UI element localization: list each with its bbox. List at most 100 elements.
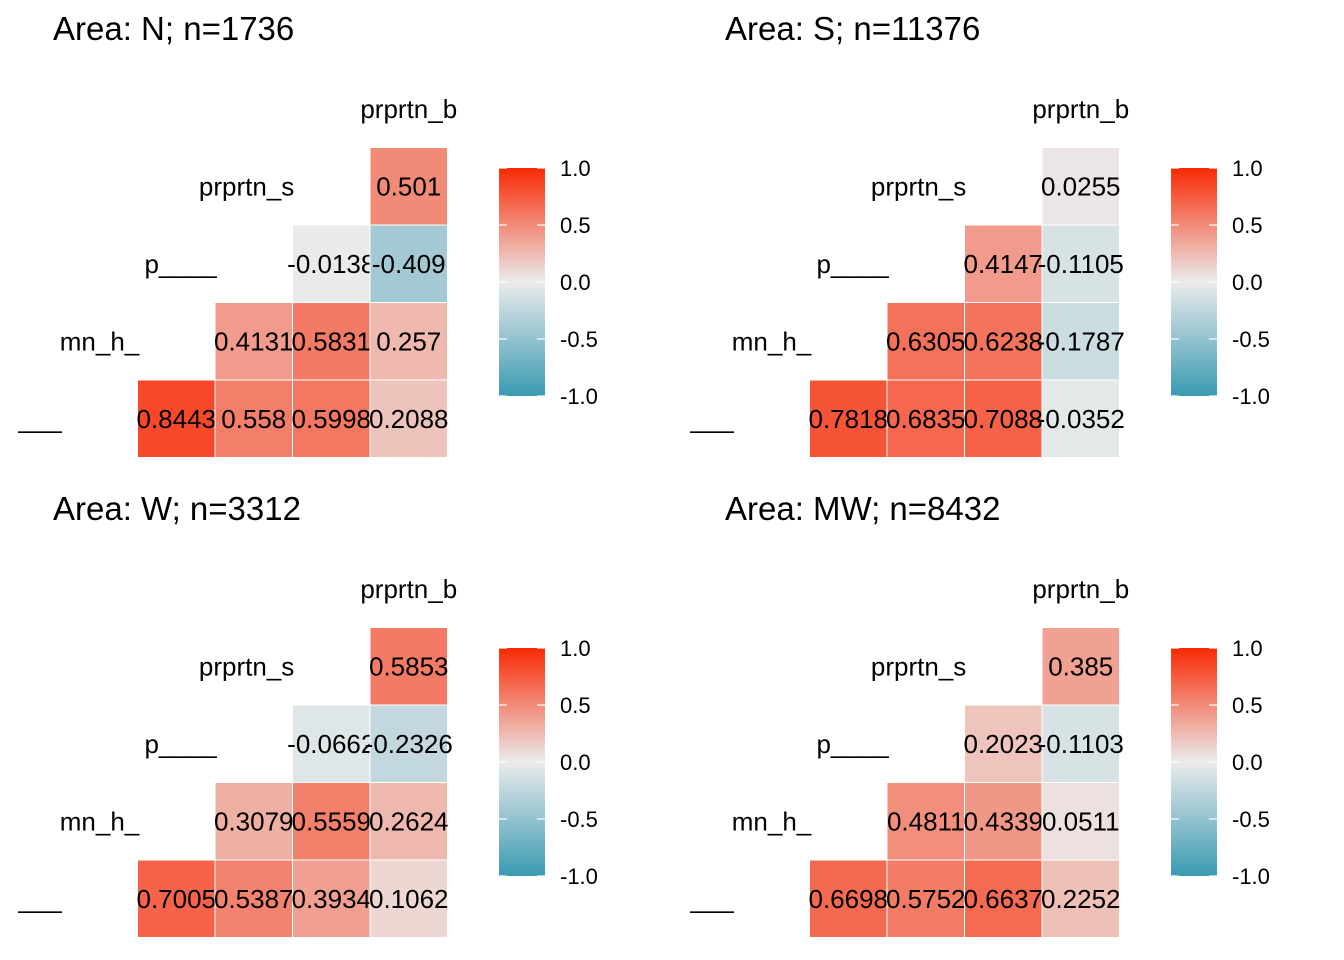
colorbar-tick-label: 0.0 [1232, 270, 1263, 295]
panel-title: Area: MW; n=8432 [725, 490, 1001, 527]
cell-value-label: 0.3079 [214, 806, 294, 836]
variable-label: prprtn_s [199, 651, 294, 681]
cell-value-label: 0.2023 [963, 729, 1043, 759]
cell-value-label: 0.8443 [136, 404, 216, 434]
cell-value-label: -0.1103 [1038, 729, 1124, 759]
heatmap-cell [369, 627, 448, 706]
cell-value-label: 0.6835 [886, 404, 966, 434]
cell-value-label: 0.4811 [887, 806, 965, 836]
cell-value-label: -0.0138 [287, 249, 375, 279]
variable-label: prprtn_b [1032, 574, 1129, 604]
cell-value-label: 0.0255 [1041, 171, 1121, 201]
cell-value-label: 0.6305 [886, 326, 966, 356]
variable-label: prprtn_s [871, 651, 966, 681]
cell-value-label: -0.0352 [1037, 404, 1125, 434]
colorbar-tick-label: 1.0 [560, 636, 591, 661]
colorbar-tick-label: 0.5 [1232, 693, 1263, 718]
heatmap-cell [964, 224, 1043, 303]
correlation-panel-west: Area: W; n=3312 0.7005 0.5387 0.3934 0.1062… [0, 480, 672, 960]
cell-value-label: 0.0511 [1042, 806, 1120, 836]
cell-value-label: 0.257 [376, 326, 441, 356]
heatmap-cell [1041, 704, 1120, 783]
cell-value-label: -0.1105 [1038, 249, 1124, 279]
cell-value-label: 0.5559 [291, 806, 371, 836]
heatmap-cell [369, 379, 448, 458]
colorbar-tick-label: 0.5 [1232, 213, 1263, 238]
cell-value-label: 0.6637 [963, 884, 1043, 914]
cell-value-label: 0.2252 [1041, 884, 1121, 914]
heatmap-cell [214, 859, 293, 938]
cell-value-label: -0.2326 [365, 729, 453, 759]
heatmap-cell [292, 379, 371, 458]
cell-value-label: 0.7088 [963, 404, 1043, 434]
cell-value-label: 0.4147 [963, 249, 1043, 279]
heatmap-cell [369, 224, 448, 303]
heatmap-cell [292, 302, 371, 381]
colorbar-tick-label: -1.0 [1232, 864, 1270, 889]
colorbar-tick-label: -0.5 [1232, 807, 1270, 832]
heatmap-cell [292, 704, 371, 783]
heatmap-cell [1041, 302, 1120, 381]
cell-value-label: 0.501 [376, 171, 441, 201]
colorbar-tick-label: 1.0 [1232, 156, 1263, 181]
heatmap-cell [964, 782, 1043, 861]
variable-label: mn_h_ [60, 326, 140, 356]
correlation-panel-north: Area: N; n=1736 0.8443 0.558 0.5998 0.2088 0… [0, 0, 672, 480]
colorbar-tick-label: 0.5 [560, 213, 591, 238]
heatmap-cell [369, 704, 448, 783]
cell-value-label: 0.4339 [963, 806, 1043, 836]
cell-value-label: -0.0662 [287, 729, 375, 759]
colorbar-tick-label: -1.0 [1232, 384, 1270, 409]
variable-label: ___ [689, 884, 734, 914]
cell-value-label: 0.5831 [291, 326, 371, 356]
variable-label: prprtn_b [360, 574, 457, 604]
variable-label: mn_h_ [732, 806, 812, 836]
variable-label: p____ [816, 249, 889, 279]
heatmap-cell [292, 224, 371, 303]
heatmap-cell [137, 379, 216, 458]
cell-value-label: 0.1062 [369, 884, 449, 914]
colorbar-tick-label: -0.5 [560, 807, 598, 832]
heatmap-cell [214, 302, 293, 381]
panel-title: Area: S; n=11376 [725, 10, 981, 47]
colorbar-tick-label: 0.0 [1232, 750, 1263, 775]
heatmap-cell [1041, 782, 1120, 861]
variable-label: p____ [816, 729, 889, 759]
colorbar-tick-label: -1.0 [560, 384, 598, 409]
heatmap-cell [369, 302, 448, 381]
variable-label: mn_h_ [60, 806, 140, 836]
heatmap-cell [1041, 859, 1120, 938]
colorbar-tick-label: 0.0 [560, 270, 591, 295]
cell-value-label: 0.558 [221, 404, 286, 434]
heatmap-cell [369, 147, 448, 226]
cell-value-label: 0.5387 [214, 884, 294, 914]
heatmap-cell [886, 782, 965, 861]
panel-title: Area: W; n=3312 [53, 490, 301, 527]
variable-label: prprtn_s [871, 171, 966, 201]
variable-label: prprtn_s [199, 171, 294, 201]
heatmap-cell [886, 859, 965, 938]
variable-label: prprtn_b [1032, 94, 1129, 124]
correlation-panel-south: Area: S; n=11376 0.7818 0.6835 0.7088 -0.03… [672, 0, 1344, 480]
cell-value-label: 0.3934 [291, 884, 371, 914]
heatmap-cell [369, 782, 448, 861]
colorbar-tick-label: 0.5 [560, 693, 591, 718]
colorbar-tick-label: -0.5 [560, 327, 598, 352]
cell-value-label: 0.2624 [369, 806, 449, 836]
heatmap-cell [1041, 224, 1120, 303]
cell-value-label: -0.409 [372, 249, 446, 279]
heatmap-svg: 0.78180.68350.7088-0.03520.63050.6238-0.… [689, 94, 1270, 458]
cell-value-label: 0.4131 [214, 326, 294, 356]
cell-value-label: 0.385 [1048, 651, 1113, 681]
variable-label: p____ [144, 249, 217, 279]
heatmap-cell [886, 302, 965, 381]
variable-label: prprtn_b [360, 94, 457, 124]
cell-value-label: -0.1787 [1037, 326, 1125, 356]
variable-label: mn_h_ [732, 326, 812, 356]
cell-value-label: 0.5853 [369, 651, 449, 681]
heatmap-cell [214, 782, 293, 861]
variable-label: ___ [17, 404, 62, 434]
heatmap-cell [1041, 379, 1120, 458]
